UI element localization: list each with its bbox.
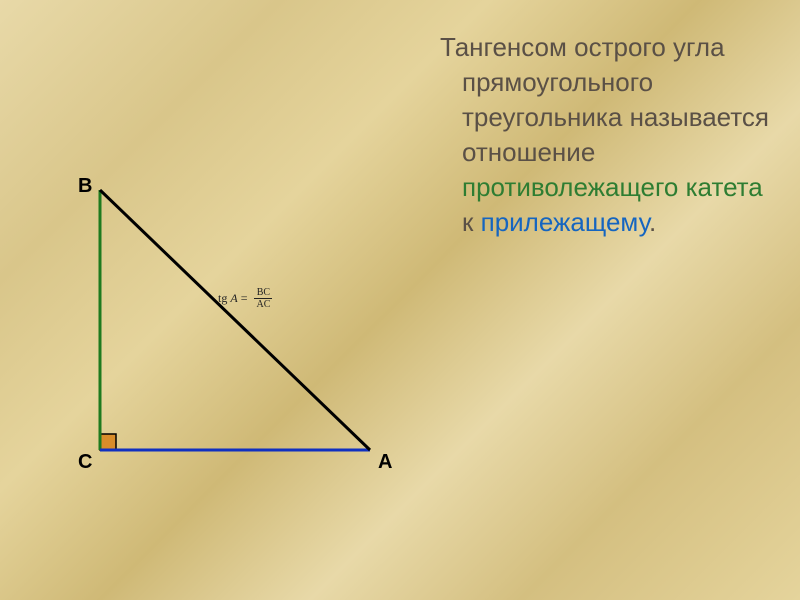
opposite-cathetus-phrase: противолежащего катета [462, 172, 763, 202]
vertex-label-C: С [78, 451, 92, 473]
triangle-svg: В С А [30, 150, 430, 530]
right-angle-marker [100, 434, 116, 450]
definition-body: прямоугольного треугольника называется о… [440, 65, 770, 240]
definition-part3: . [649, 207, 656, 237]
tangent-formula: tg A = BC AC [218, 287, 272, 310]
triangle-diagram: В С А [30, 150, 430, 530]
definition-text: Тангенсом острого угла прямоугольного тр… [440, 30, 770, 241]
definition-part1: прямоугольного треугольника называется о… [462, 67, 769, 167]
definition-part2: к [462, 207, 481, 237]
vertex-label-A: А [378, 451, 392, 473]
formula-tg: tg [218, 291, 227, 305]
formula-lhs: tg A = [218, 291, 250, 305]
vertex-label-B: В [78, 175, 92, 197]
edge-AB [100, 190, 370, 450]
formula-fraction: BC AC [254, 287, 272, 310]
definition-first-line: Тангенсом острого угла [440, 32, 725, 62]
adjacent-cathetus-phrase: прилежащему [481, 207, 649, 237]
formula-angle: A [230, 291, 237, 305]
formula-denominator: AC [254, 299, 272, 310]
slide-background: Тангенсом острого угла прямоугольного тр… [0, 0, 800, 600]
formula-numerator: BC [254, 287, 272, 299]
